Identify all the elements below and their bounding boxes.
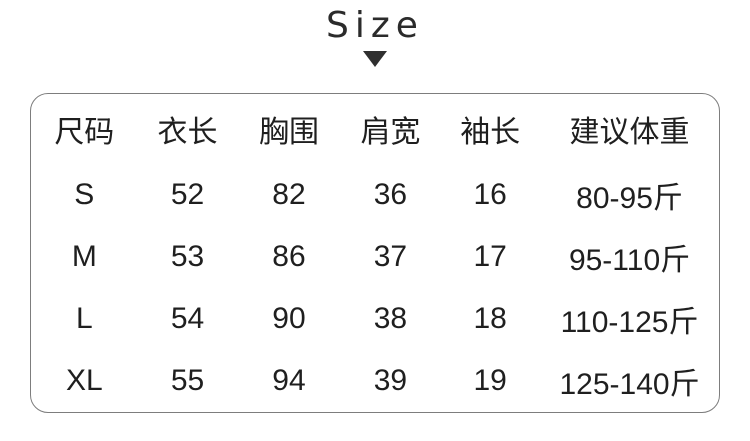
size-table: 尺码 衣长 胸围 肩宽 袖长 建议体重 S 52 82 36 16 80-95斤 (30, 93, 720, 413)
triangle-down-icon (363, 50, 387, 67)
cell-sleeve: 17 (473, 240, 507, 273)
cell-size: L (75, 302, 93, 335)
cell-sleeve: 16 (473, 178, 507, 211)
cell-sleeve: 19 (473, 364, 507, 397)
column-header-sleeve: 袖长 (460, 116, 521, 149)
table-row-l: L 54 90 38 18 110-125斤 (31, 288, 719, 350)
cell-weight: 125-140斤 (559, 368, 700, 401)
cell-shoulder: 37 (373, 240, 408, 273)
header-row: 尺码 衣长 胸围 肩宽 袖长 建议体重 (31, 94, 719, 164)
cell-length: 55 (170, 364, 205, 397)
cell-weight: 80-95斤 (576, 182, 683, 215)
cell-bust: 90 (272, 302, 306, 335)
cell-sleeve: 18 (473, 302, 507, 335)
cell-bust: 94 (272, 364, 306, 397)
column-header-size: 尺码 (54, 116, 115, 149)
column-header-weight: 建议体重 (569, 116, 690, 149)
cell-bust: 82 (272, 178, 306, 211)
table-row-xl: XL 55 94 39 19 125-140斤 (31, 350, 719, 412)
cell-length: 52 (170, 178, 205, 211)
cell-size: XL (65, 364, 103, 397)
cell-weight: 95-110斤 (568, 244, 691, 277)
page-title: Size (326, 5, 424, 46)
cell-shoulder: 36 (373, 178, 408, 211)
column-header-bust: 胸围 (258, 116, 319, 149)
cell-shoulder: 38 (373, 302, 408, 335)
cell-length: 54 (170, 302, 205, 335)
column-header-shoulder: 肩宽 (360, 116, 421, 149)
cell-weight: 110-125斤 (560, 306, 699, 339)
cell-shoulder: 39 (373, 364, 408, 397)
cell-bust: 86 (272, 240, 306, 273)
table-row-s: S 52 82 36 16 80-95斤 (31, 164, 719, 226)
size-table-grid: 尺码 衣长 胸围 肩宽 袖长 建议体重 S 52 82 36 16 80-95斤 (31, 94, 719, 412)
table-row-m: M 53 86 37 17 95-110斤 (31, 226, 719, 288)
cell-size: S (74, 178, 95, 211)
cell-length: 53 (170, 240, 205, 273)
cell-size: M (71, 240, 97, 273)
size-chart-header: Size (0, 6, 750, 67)
column-header-length: 衣长 (157, 116, 218, 149)
